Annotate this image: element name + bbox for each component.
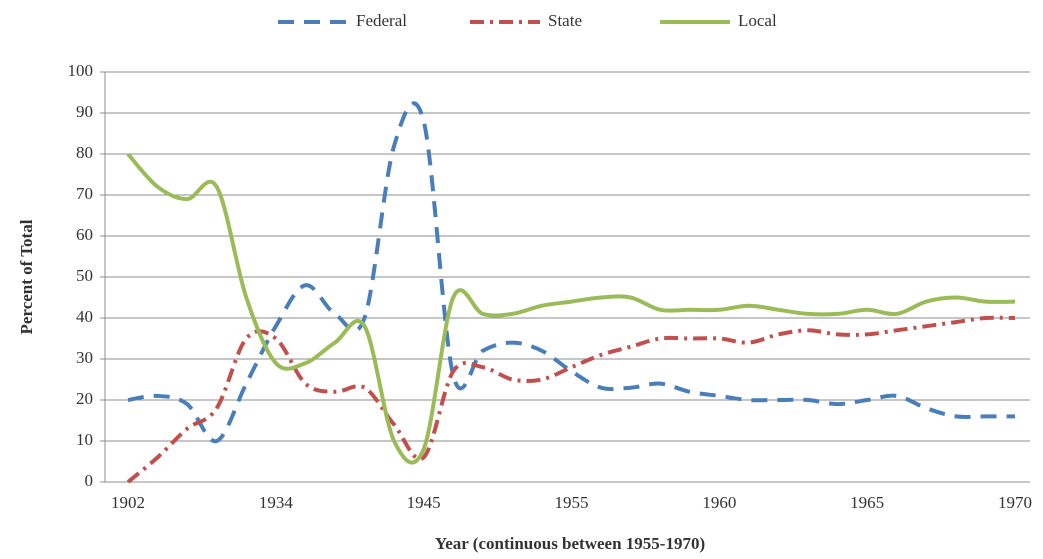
y-tick-label: 100	[68, 61, 94, 80]
legend-label: Local	[738, 11, 777, 30]
x-tick-label: 1945	[407, 493, 441, 512]
y-tick-label: 0	[85, 471, 94, 490]
y-tick-label: 40	[76, 307, 93, 326]
legend-label: Federal	[356, 11, 407, 30]
line-series	[126, 152, 1016, 465]
y-tick-label: 70	[76, 184, 93, 203]
y-tick-label: 30	[76, 348, 93, 367]
y-tick-label: 10	[76, 430, 93, 449]
y-tick-label: 90	[76, 102, 93, 121]
x-tick-label: 1934	[259, 493, 294, 512]
x-tick-label: 1902	[111, 493, 145, 512]
x-tick-label: 1955	[555, 493, 589, 512]
y-axis-title: Percent of Total	[17, 219, 36, 334]
line-series	[126, 315, 1016, 484]
y-tick-label: 80	[76, 143, 93, 162]
x-tick-label: 1965	[850, 493, 884, 512]
x-axis-title: Year (continuous between 1955-1970)	[435, 534, 705, 553]
line-series	[127, 101, 1015, 444]
y-tick-label: 50	[76, 266, 93, 285]
x-tick-label: 1970	[998, 493, 1032, 512]
y-tick-label: 60	[76, 225, 93, 244]
y-tick-label: 20	[76, 389, 93, 408]
legend-label: State	[548, 11, 582, 30]
x-tick-label: 1960	[702, 493, 736, 512]
